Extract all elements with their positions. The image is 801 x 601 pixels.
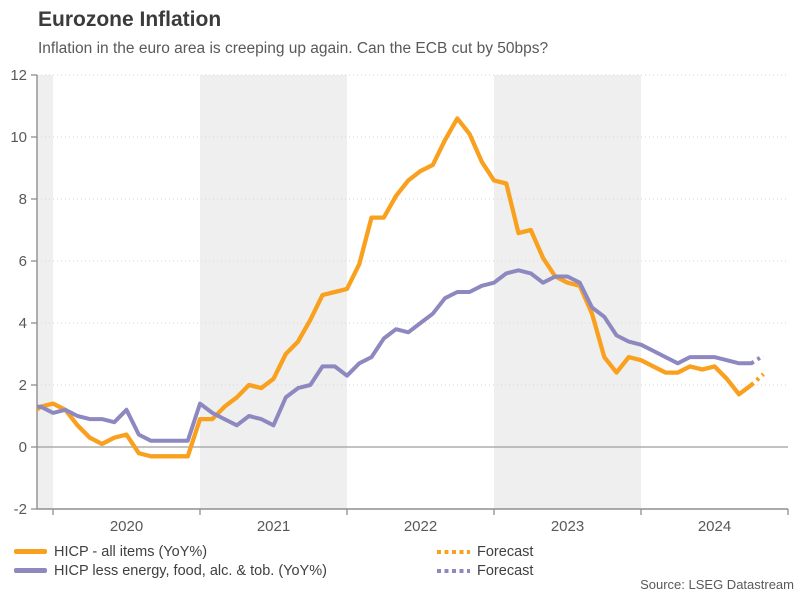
legend-label: HICP less energy, food, alc. & tob. (YoY… — [54, 562, 327, 579]
axis-tick-labels: -2 0 2 4 6 8 10 12 2020 2021 2022 2023 2024 — [10, 67, 731, 535]
shaded-year-bands — [37, 75, 641, 509]
y-tick-label: 4 — [19, 315, 27, 332]
legend-label: Forecast — [477, 543, 534, 560]
legend-item-hicp-all-items: HICP - all items (YoY%) — [14, 543, 207, 560]
series-hicp-all-items-forecast-line — [749, 372, 765, 387]
y-tick-label: -2 — [14, 501, 27, 518]
y-tick-label: 0 — [19, 439, 27, 456]
axes — [31, 74, 789, 515]
series-hicp-core-forecast-line — [750, 353, 765, 365]
x-tick-label: 2023 — [551, 518, 584, 535]
year-band — [37, 75, 53, 509]
series-hicp-all-items-line — [37, 116, 754, 459]
legend-label: HICP - all items (YoY%) — [54, 543, 208, 560]
y-tick-label: 8 — [19, 191, 27, 208]
x-tick-label: 2022 — [404, 518, 437, 535]
hicp-all-items-line-swatch — [14, 549, 47, 554]
y-tick-label: 6 — [19, 253, 27, 270]
line-chart-canvas: -2 0 2 4 6 8 10 12 2020 2021 2022 2023 2024 — [10, 67, 789, 535]
y-tick-label: 10 — [10, 129, 27, 146]
x-tick-label: 2020 — [110, 518, 143, 535]
legend-item-forecast-purple: Forecast — [437, 562, 533, 579]
year-band — [200, 75, 347, 509]
x-tick-label: 2024 — [698, 518, 731, 535]
y-tick-label: 12 — [10, 67, 27, 84]
legend-item-hicp-core: HICP less energy, food, alc. & tob. (YoY… — [14, 562, 327, 579]
gridlines — [37, 74, 788, 448]
year-band — [494, 75, 641, 509]
hicp-core-line-swatch — [14, 568, 47, 573]
page-title: Eurozone Inflation — [38, 8, 222, 31]
forecast-purple-dotted-swatch — [437, 568, 470, 573]
source-attribution: Source: LSEG Datastream — [640, 577, 794, 592]
series-hicp-core-line — [37, 268, 754, 443]
legend-label: Forecast — [477, 562, 534, 579]
forecast-orange-dotted-swatch — [437, 549, 470, 554]
chart-subtitle: Inflation in the euro area is creeping u… — [38, 40, 549, 57]
x-tick-label: 2021 — [257, 518, 290, 535]
y-tick-label: 2 — [19, 377, 27, 394]
legend-item-forecast-orange: Forecast — [437, 543, 533, 560]
